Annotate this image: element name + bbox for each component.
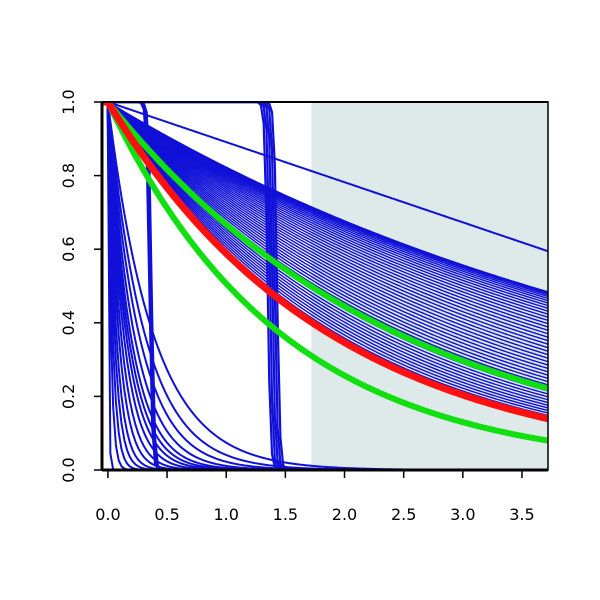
axes-layer: 0.0 0.5 1.0 1.5 2.0 2.5 3.0 3.5 0.0 0.2 0.4 0.6 0.8 1… [59,89,549,524]
blue-curve [102,102,548,380]
blue-curve [102,102,548,406]
blue-curve [102,102,548,328]
blue-curve [102,102,548,331]
fast-decay-curve [102,102,548,470]
blue-curve [102,102,548,398]
linear-curve [102,102,548,253]
blue-curve [102,102,548,309]
x-tick-label: 0.0 [95,505,120,524]
blue-curve [102,102,548,307]
y-tick-label: 0.4 [59,310,78,335]
blue-curve [102,102,548,338]
x-tick-label: 2.5 [391,505,416,524]
blue-curve [102,102,548,345]
band-upper-curve [102,102,548,392]
blue-curve [102,102,548,352]
x-tick-label: 1.0 [213,505,238,524]
blue-curve [102,102,548,363]
blue-curve [102,102,548,322]
x-tick-label: 1.5 [273,505,298,524]
blue-curve [102,102,548,359]
blue-curve [102,102,548,373]
band-lower-curve [102,102,548,444]
y-tick-label: 0.2 [59,384,78,409]
y-tick-label: 0.8 [59,163,78,188]
blue-curve [102,102,548,370]
blue-curve [102,102,548,349]
blue-curve [102,102,548,401]
blue-curve [102,102,548,404]
y-tick-label: 0.6 [59,236,78,261]
blue-curve [102,102,548,335]
x-tick-label: 2.0 [332,505,357,524]
blue-curve [102,102,548,376]
blue-curve [102,102,548,325]
y-tick-label: 0.0 [59,457,78,482]
fast-decay-curve [102,102,548,470]
fast-decay-curve [102,102,548,470]
blue-curve [102,102,548,356]
x-tick-label: 3.0 [450,505,475,524]
blue-curve [102,102,548,366]
y-tick-label: 1.0 [59,89,78,114]
blue-curve [102,102,548,315]
curves-layer [102,102,548,470]
x-tick-label: 0.5 [154,505,179,524]
blue-curve [102,102,548,312]
blue-curve [102,102,548,412]
blue-curve [102,102,548,409]
blue-curve [102,102,548,318]
blue-curve [102,102,548,342]
central-curve [102,102,548,423]
x-tick-label: 3.5 [509,505,534,524]
